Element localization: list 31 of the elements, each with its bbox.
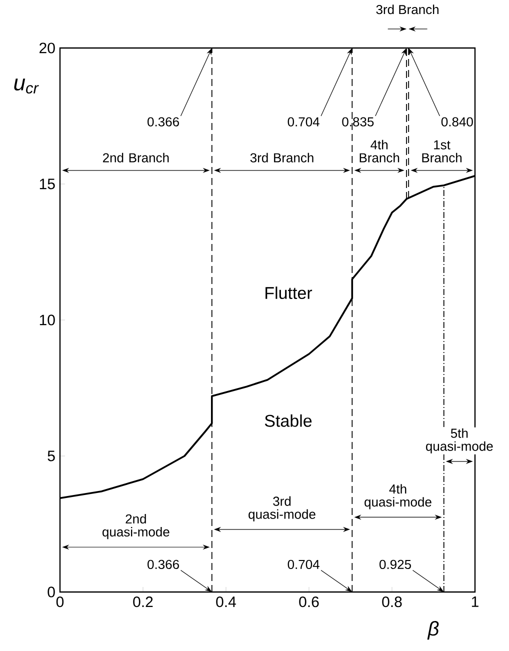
- y-tick-label: 10: [40, 314, 55, 326]
- annotation: 0.704: [288, 560, 320, 570]
- annotation: 0.840: [441, 117, 473, 126]
- annotation: 0.366: [148, 560, 179, 570]
- annotation: 4th Branch: [360, 140, 400, 162]
- annotation: 3rd quasi-mode: [248, 496, 316, 522]
- annotation: 3rd Branch: [250, 152, 314, 162]
- y-tick-label: 15: [40, 178, 55, 190]
- annotation: 5th quasi-mode: [426, 428, 493, 454]
- x-tick-label: 0.2: [133, 596, 153, 608]
- annotation: 0.925: [380, 560, 411, 570]
- x-tick-label: 0.8: [382, 596, 402, 608]
- annotation: Flutter: [266, 286, 312, 300]
- annotation: Stable: [264, 414, 312, 427]
- y-tick-label: 20: [40, 42, 55, 54]
- annotation: 0.704: [288, 117, 320, 126]
- y-tick-label: 5: [48, 450, 55, 462]
- x-tick-label: 0.4: [216, 596, 236, 608]
- annotation: 4th quasi-mode: [364, 484, 432, 510]
- x-tick-label: 0.6: [299, 596, 319, 608]
- y-tick-label: 0: [48, 586, 55, 598]
- x-axis-title: β: [427, 621, 439, 640]
- x-tick-label: 0: [56, 596, 64, 608]
- annotation: 2nd quasi-mode: [102, 514, 170, 540]
- annotation: 1st Branch: [422, 140, 462, 162]
- annotation: 0.835: [342, 117, 374, 126]
- x-tick-label: 1: [472, 596, 478, 607]
- y-axis-title: u$_{cr}$: [14, 78, 39, 94]
- text: 3rd Branch: [376, 4, 438, 14]
- annotation: 0.366: [148, 117, 179, 126]
- annotation: 2nd Branch: [102, 152, 169, 162]
